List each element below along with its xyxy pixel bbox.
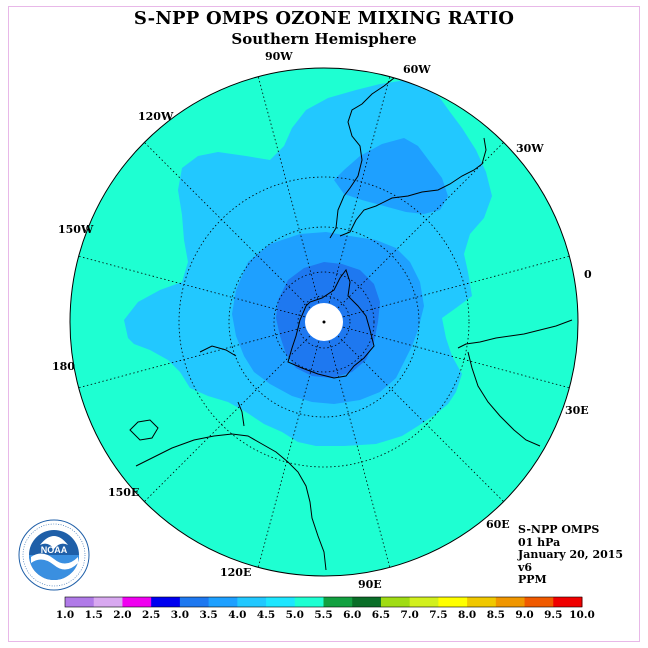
meridian-line	[337, 335, 504, 502]
lon-label-30w: 30W	[516, 142, 544, 155]
meridian-line	[328, 76, 391, 303]
meridian-line	[78, 326, 305, 389]
colorbar-tick-label: 5.5	[314, 609, 333, 621]
page-frame	[8, 6, 640, 642]
antarctica-coastline	[287, 268, 375, 379]
colorbar-tick-label: 9.0	[515, 609, 534, 621]
new-zealand-coastline	[199, 345, 245, 427]
colorbar-tick-label: 7.5	[429, 609, 448, 621]
lon-label-60w: 60W	[403, 63, 431, 76]
map-title: S-NPP OMPS OZONE MIXING RATIO	[133, 8, 515, 29]
lon-label-180: 180	[52, 360, 75, 373]
info-level: 01 hPa	[518, 535, 561, 549]
africa-coastline	[457, 319, 573, 447]
colorbar-tick-label: 2.5	[142, 609, 161, 621]
lon-label-120w: 120W	[138, 110, 174, 123]
lon-label-60e: 60E	[486, 518, 510, 531]
colorbar-tick-label: 8.0	[457, 609, 477, 621]
colorbar-tick-label: 5.0	[285, 609, 304, 621]
map-boundary	[69, 67, 579, 577]
colorbar-tick-label: 4.0	[228, 609, 247, 621]
colorbar-tick-label: 2.0	[113, 609, 132, 621]
colorbar-tick-label: 10.0	[569, 609, 595, 621]
meridian-line	[343, 326, 570, 389]
meridian-line	[78, 255, 305, 318]
ozone-level-4-0-patch	[334, 138, 448, 214]
tasmania-coastline	[129, 419, 159, 441]
info-version: v6	[518, 560, 533, 574]
colorbar-tick-label: 3.0	[170, 609, 190, 621]
info-block: S-NPP OMPS 01 hPa January 20, 2015 v6 PP…	[518, 523, 624, 587]
colorbar-tick-label: 9.5	[544, 609, 563, 621]
meridian-line	[343, 255, 570, 318]
meridian-line	[144, 335, 311, 502]
colorbar-tick-label: 3.5	[199, 609, 218, 621]
lon-label-0: 0	[584, 268, 592, 281]
colorbar-tick-label: 6.5	[371, 609, 391, 621]
colorbar-tick-label: 7.0	[400, 609, 419, 621]
colorbar-tick-label: 6.0	[343, 609, 362, 621]
info-units: PPM	[518, 573, 547, 586]
colorbar-tick-label: 8.5	[486, 609, 505, 621]
meridian-line	[144, 142, 311, 309]
meridian-line	[257, 341, 320, 568]
meridian-line	[328, 341, 391, 568]
colorbar-tick-label: 1.5	[84, 609, 103, 621]
map-subtitle: Southern Hemisphere	[231, 30, 417, 48]
australia-coastline	[135, 433, 327, 571]
lon-label-150w: 150W	[58, 223, 94, 236]
south-america-coastline	[329, 69, 487, 239]
colorbar-tick-label: 1.0	[55, 609, 75, 621]
lon-label-120e: 120E	[220, 566, 252, 579]
info-instrument: S-NPP OMPS	[518, 523, 600, 536]
info-date: January 20, 2015	[518, 548, 624, 561]
lon-label-90e: 90E	[358, 578, 382, 591]
lon-label-30e: 30E	[565, 404, 589, 417]
svg-text:NOAA: NOAA	[41, 545, 68, 555]
meridian-lines	[78, 76, 570, 568]
lon-label-150e: 150E	[108, 486, 140, 499]
graticule	[178, 176, 470, 468]
lon-label-90w: 90W	[265, 50, 293, 63]
colorbar-tick-label: 4.5	[256, 609, 276, 621]
noaa-logo: NOAA	[18, 519, 90, 591]
meridian-line	[257, 76, 320, 303]
meridian-line	[337, 142, 504, 309]
